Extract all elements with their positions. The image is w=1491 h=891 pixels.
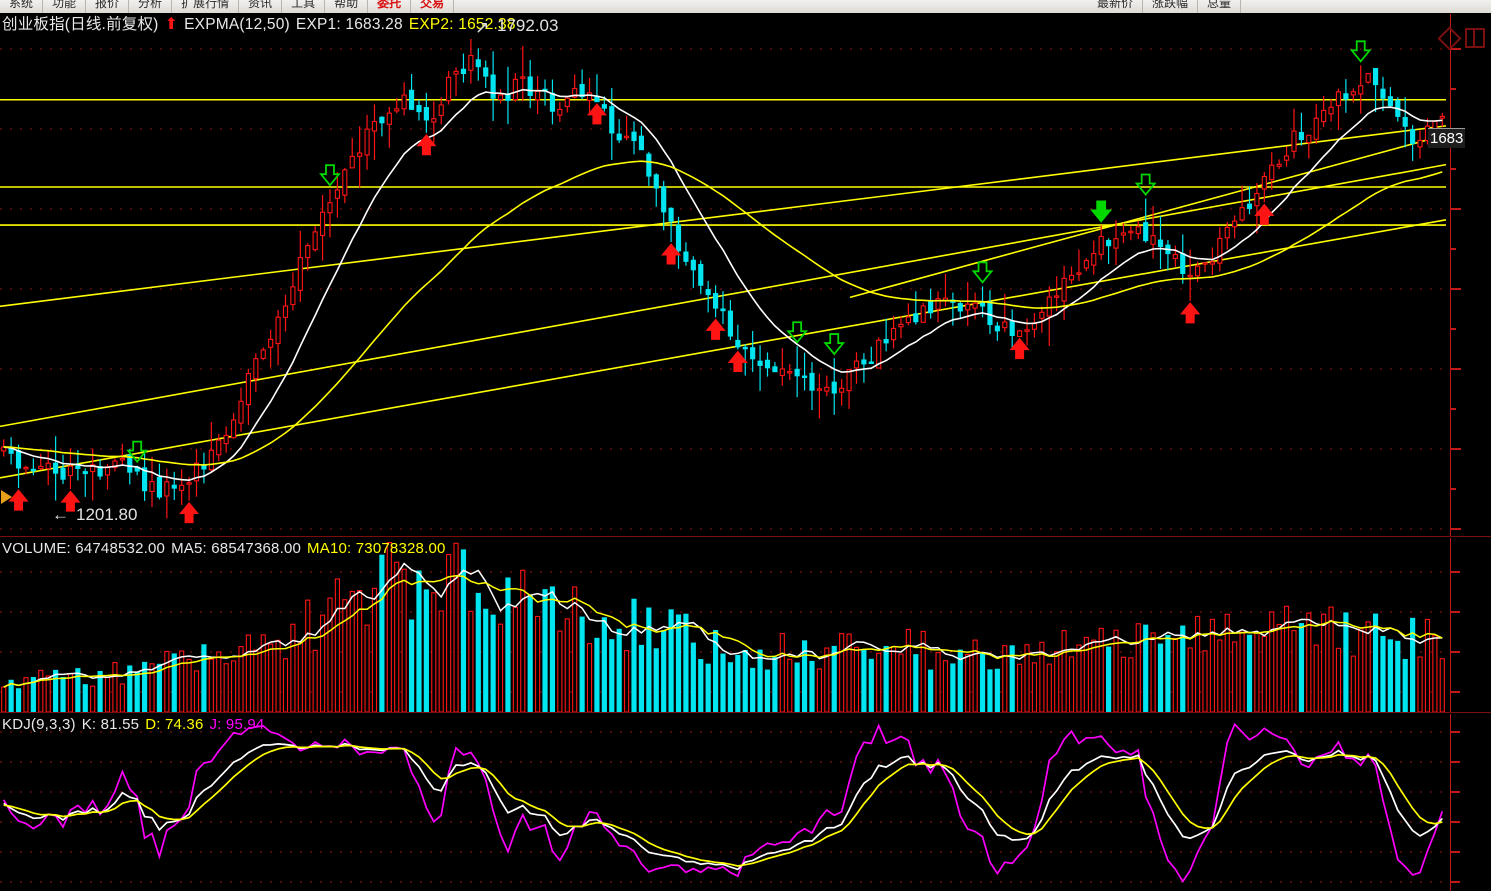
buy-signal-arrow-icon — [416, 134, 437, 156]
sell-signal-arrow-icon — [823, 333, 846, 356]
price-y-axis[interactable] — [1446, 14, 1491, 536]
buy-signal-arrow-icon — [727, 350, 748, 372]
exp1-value: EXP1: 1683.28 — [295, 16, 403, 33]
toolbar-item-5[interactable]: 资讯 — [239, 0, 283, 13]
volume-axis-ticks — [1450, 571, 1460, 693]
high-price-value: 1792.03 — [497, 16, 559, 35]
volume-ma10-value: MA10: 73078328.00 — [307, 540, 446, 557]
toolbar-item-2[interactable]: 总量 — [1198, 0, 1241, 13]
kdj-y-axis[interactable] — [1446, 714, 1491, 891]
last-price-tag: 1683 — [1428, 128, 1466, 148]
kdj-axis-line — [1450, 714, 1451, 891]
price-panel-header: 创业板指(日线.前复权) ⬆ EXPMA(12,50) EXP1: 1683.28 EX… — [2, 16, 522, 33]
sell-signal-arrow-icon — [786, 321, 809, 344]
toolbar-right-items[interactable]: 最新价 涨跌幅 总量 — [1088, 0, 1241, 13]
buy-signal-arrow-icon — [1180, 302, 1201, 324]
split-window-icon[interactable] — [1465, 28, 1485, 48]
price-candlestick-canvas — [0, 38, 1447, 530]
toolbar-item-2[interactable]: 报价 — [86, 0, 130, 13]
diamond-icon[interactable] — [1437, 25, 1462, 51]
volume-ma5-value: MA5: 68547368.00 — [171, 540, 302, 557]
price-chart-panel[interactable]: X1 — [0, 14, 1491, 536]
high-price-label: ↗ 1792.03 — [475, 16, 559, 37]
left-position-marker-icon — [1, 490, 12, 504]
buy-signal-arrow-icon — [179, 501, 200, 524]
toolbar-left-items[interactable]: 系统 功能 报价 分析 扩展行情 资讯 工具 帮助 委托 交易 — [0, 0, 455, 13]
toolbar-item-9[interactable]: 交易 — [411, 0, 455, 13]
volume-value: VOLUME: 64748532.00 — [2, 540, 166, 557]
toolbar-item-0[interactable]: 系统 — [0, 0, 44, 13]
exp2-value: EXP2: 1652.38 — [408, 16, 516, 33]
toolbar-item-8[interactable]: 委托 — [368, 0, 412, 13]
buy-signal-arrow-icon — [705, 318, 726, 340]
toolbar-item-1[interactable]: 涨跌幅 — [1143, 0, 1198, 13]
toolbar-item-6[interactable]: 工具 — [282, 0, 326, 13]
buy-signal-arrow-icon — [1009, 337, 1030, 360]
volume-chart-panel[interactable] — [0, 538, 1491, 712]
price-axis-ticks — [1450, 48, 1461, 530]
volume-plot-area[interactable] — [0, 538, 1446, 712]
low-price-label: ← 1201.80 — [52, 505, 138, 524]
toolbar-item-1[interactable]: 功能 — [43, 0, 87, 13]
kdj-axis-ticks — [1450, 731, 1460, 883]
sell-signal-arrow-icon — [971, 261, 994, 284]
toolbar-item-0[interactable]: 最新价 — [1088, 0, 1143, 13]
sell-signal-arrow-icon — [126, 440, 149, 464]
volume-panel-header: VOLUME: 64748532.00 MA5: 68547368.00 MA10:… — [2, 540, 452, 557]
sell-signal-arrow-icon — [1134, 173, 1157, 196]
sell-signal-arrow-icon — [319, 164, 341, 187]
toolbar-item-4[interactable]: 扩展行情 — [172, 0, 240, 13]
sell-signal-arrow-icon — [1349, 40, 1372, 63]
panel-separator-2 — [0, 712, 1491, 713]
kdj-panel-header: KDJ(9,3,3) K: 81.55 D: 74.36 J: 95.94 — [2, 716, 270, 733]
price-axis-line — [1450, 14, 1451, 536]
panel-corner-icons[interactable] — [1437, 25, 1485, 51]
kdj-title: KDJ(9,3,3) — [2, 716, 76, 733]
toolbar-item-7[interactable]: 帮助 — [325, 0, 369, 13]
buy-signal-arrow-icon — [8, 489, 29, 511]
low-price-value: 1201.80 — [76, 505, 138, 524]
up-arrow-icon: ⬆ — [164, 16, 179, 33]
buy-signal-arrow-icon — [1254, 203, 1275, 225]
buy-signal-arrow-icon — [586, 103, 607, 125]
menu-toolbar[interactable]: 系统 功能 报价 分析 扩展行情 资讯 工具 帮助 委托 交易 最新价 涨跌幅 总量 — [0, 0, 1491, 14]
indicator-name: EXPMA(12,50) — [184, 16, 290, 33]
kdj-chart-panel[interactable] — [0, 714, 1491, 891]
sell-signal-arrow-icon — [1090, 200, 1113, 223]
volume-bars-canvas — [0, 541, 1446, 712]
kdj-lines-canvas — [0, 722, 1446, 883]
instrument-title: 创业板指(日线.前复权) — [2, 16, 159, 33]
panel-separator-1 — [0, 536, 1491, 537]
buy-signal-arrow-icon — [661, 243, 682, 265]
toolbar-item-3[interactable]: 分析 — [129, 0, 173, 13]
volume-y-axis[interactable] — [1446, 538, 1491, 712]
price-plot-area[interactable] — [0, 14, 1447, 536]
kdj-j-value: J: 95.94 — [209, 716, 265, 733]
kdj-d-value: D: 74.36 — [145, 716, 204, 733]
volume-axis-line — [1450, 538, 1451, 712]
buy-signal-arrow-icon — [60, 490, 81, 512]
kdj-plot-area[interactable] — [0, 714, 1446, 891]
kdj-k-value: K: 81.55 — [81, 716, 140, 733]
